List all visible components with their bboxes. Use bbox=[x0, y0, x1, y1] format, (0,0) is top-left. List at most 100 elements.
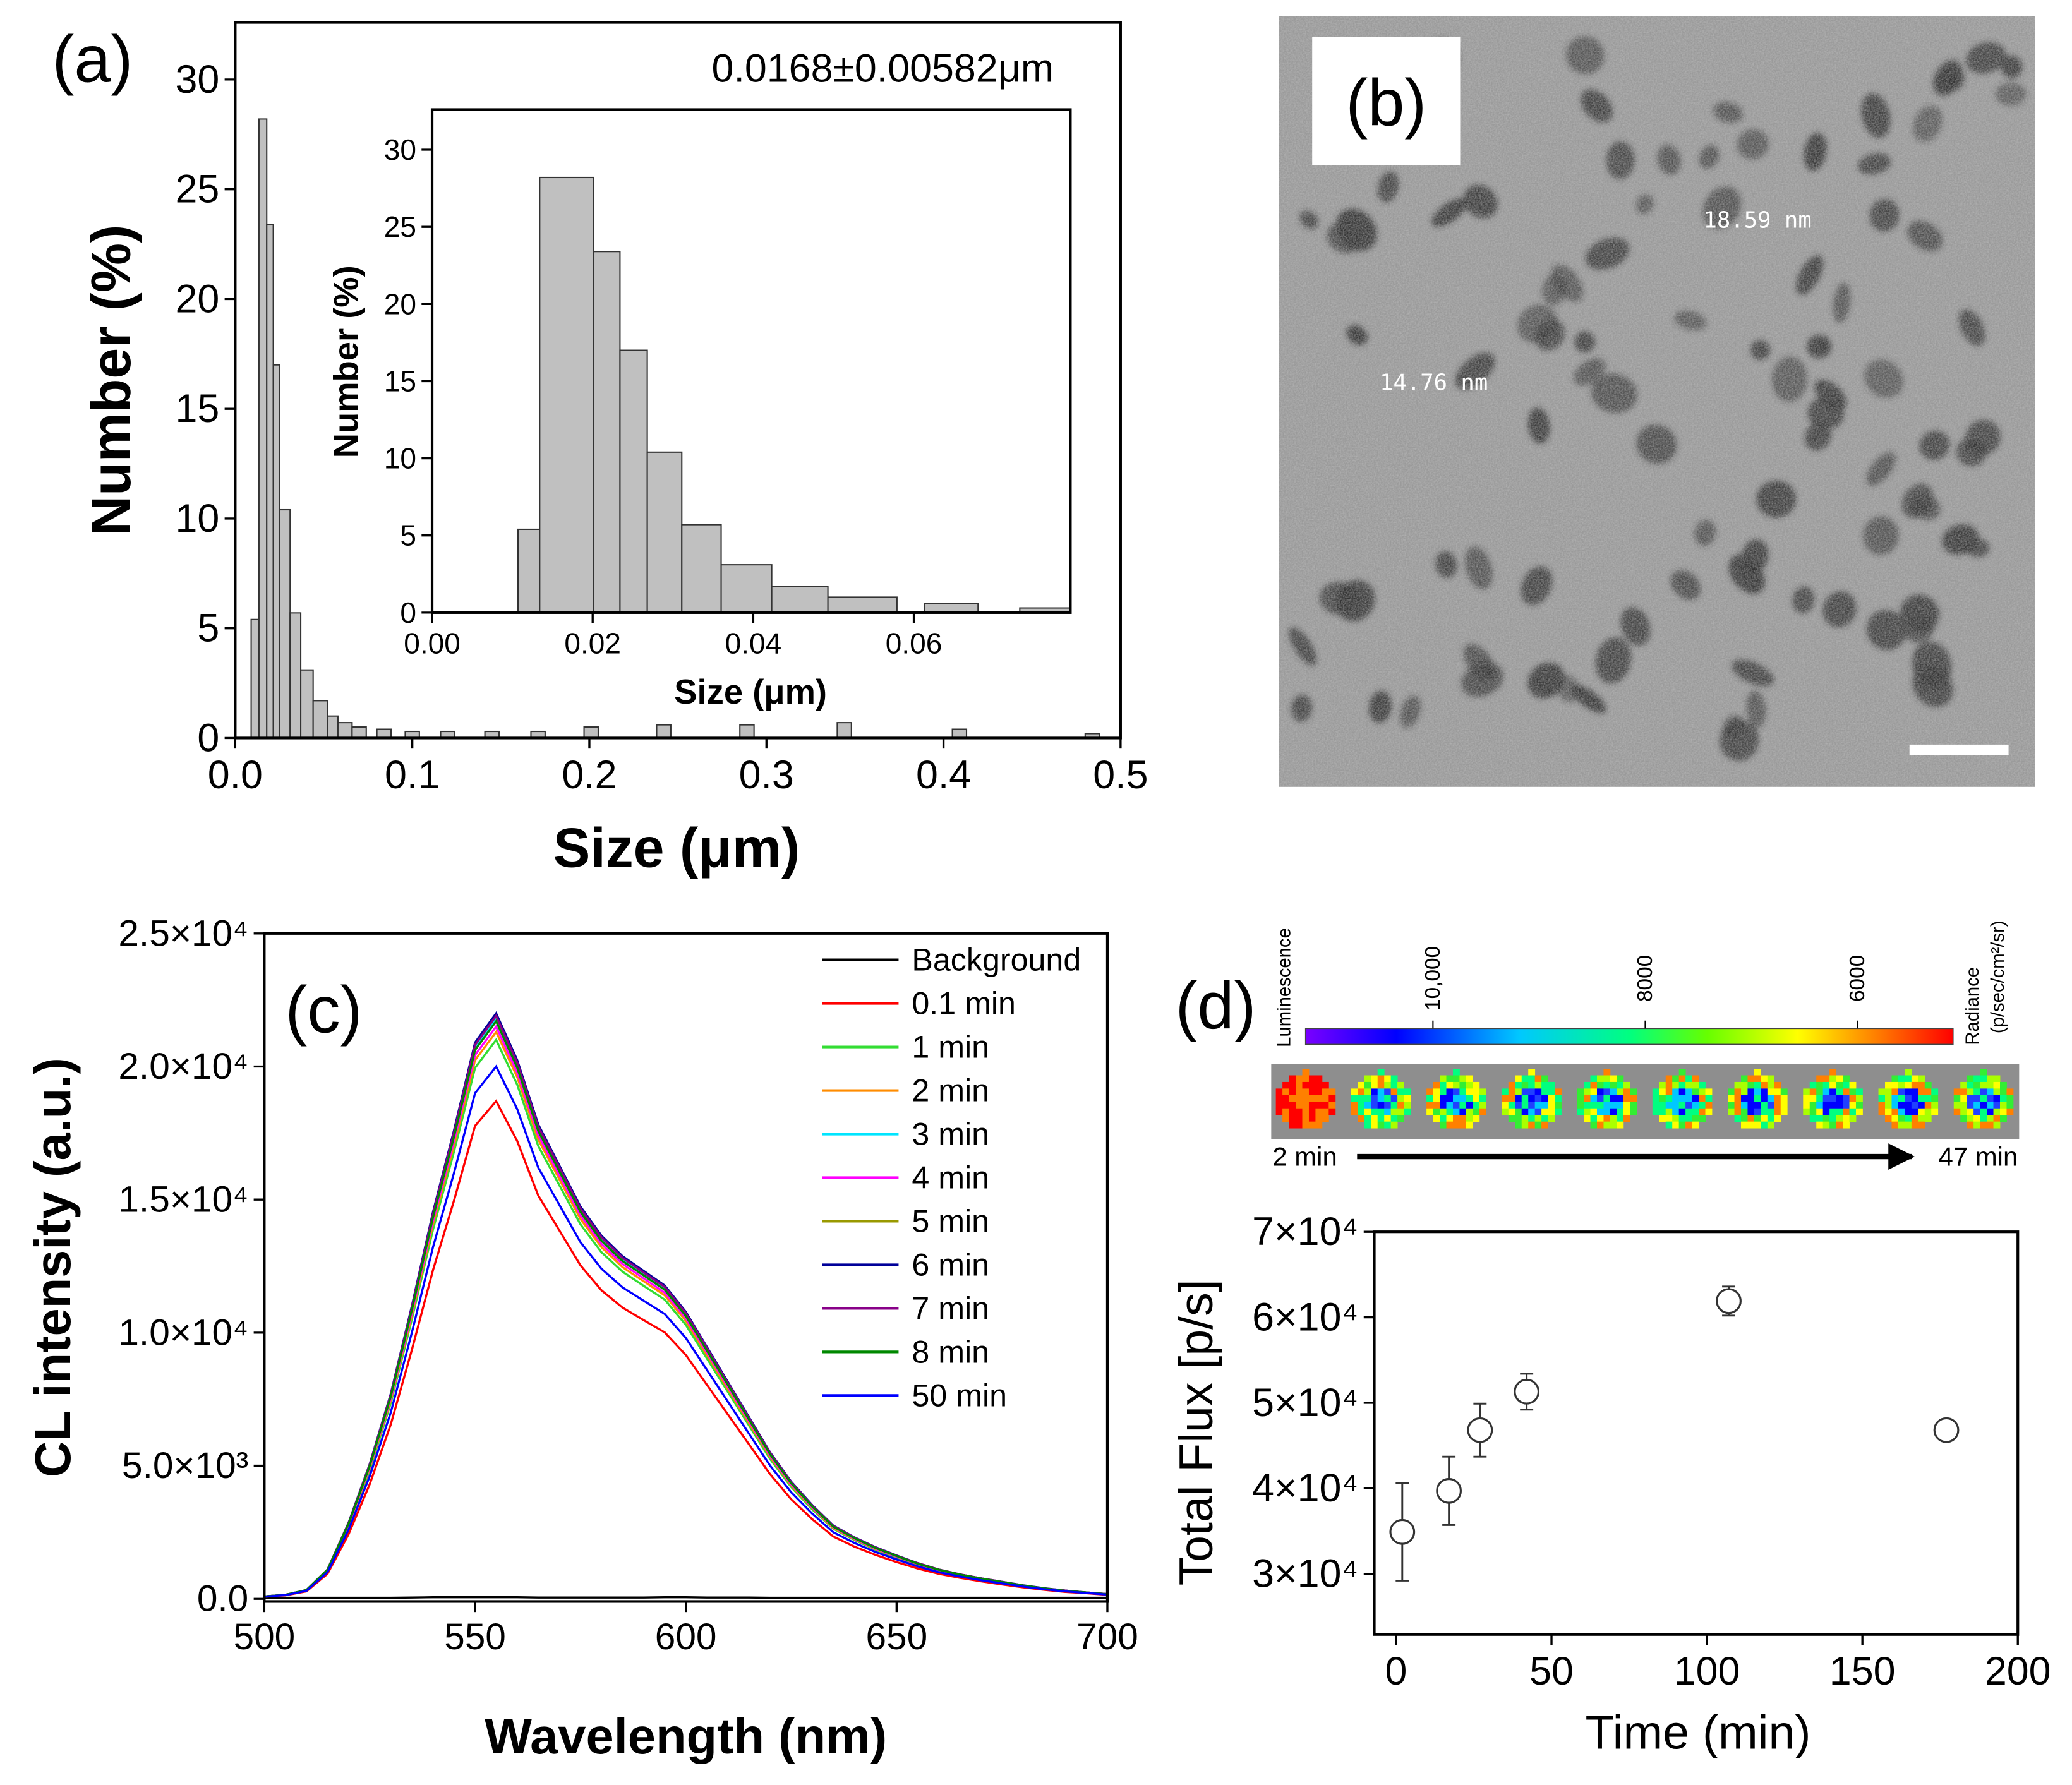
well-pixel bbox=[1555, 1108, 1562, 1115]
point bbox=[1716, 1288, 1742, 1314]
well-pixel bbox=[1705, 1108, 1713, 1115]
well-pixel bbox=[1816, 1088, 1824, 1096]
well-pixel bbox=[1891, 1121, 1899, 1129]
well-pixel bbox=[1610, 1108, 1617, 1115]
well-pixel bbox=[1515, 1108, 1522, 1115]
well-pixel bbox=[1466, 1081, 1473, 1089]
well-pixel bbox=[1967, 1121, 1974, 1129]
well-pixel bbox=[1358, 1115, 1365, 1122]
well-pixel bbox=[1603, 1115, 1611, 1122]
well-pixel bbox=[1596, 1075, 1604, 1083]
well-pixel bbox=[1678, 1088, 1686, 1096]
well-pixel bbox=[1296, 1115, 1303, 1122]
well-pixel bbox=[1931, 1088, 1939, 1096]
y-axis-label: Number (%) bbox=[327, 265, 366, 458]
well-pixel bbox=[1898, 1095, 1905, 1102]
bar bbox=[827, 596, 898, 613]
well-pixel bbox=[1502, 1108, 1509, 1115]
well-pixel bbox=[1829, 1102, 1837, 1109]
bar bbox=[266, 224, 274, 738]
well-pixel bbox=[1596, 1102, 1604, 1109]
well-pixel bbox=[1918, 1081, 1925, 1089]
well-pixel bbox=[1508, 1115, 1515, 1122]
well-pixel bbox=[1452, 1069, 1460, 1076]
well-pixel bbox=[1590, 1108, 1598, 1115]
x-axis-label: Time (min) bbox=[1586, 1705, 1811, 1758]
well-pixel bbox=[1534, 1095, 1542, 1102]
x-tick-label: 200 bbox=[1985, 1649, 2051, 1693]
well-pixel bbox=[1761, 1115, 1768, 1122]
well-pixel bbox=[1377, 1075, 1385, 1083]
well-pixel bbox=[1289, 1095, 1296, 1102]
well-pixel bbox=[1377, 1121, 1385, 1129]
well-pixel bbox=[1459, 1108, 1467, 1115]
well-pixel bbox=[1528, 1081, 1536, 1089]
well-pixel bbox=[1466, 1102, 1473, 1109]
well-pixel bbox=[1740, 1081, 1748, 1089]
well-pixel bbox=[1973, 1115, 1981, 1122]
well-pixel bbox=[1473, 1108, 1480, 1115]
well-pixel bbox=[1780, 1095, 1788, 1102]
well-pixel bbox=[1843, 1102, 1850, 1109]
y-tick-label: 5.0×10³ bbox=[122, 1445, 248, 1486]
well-pixel bbox=[1508, 1102, 1515, 1109]
well-pixel bbox=[1685, 1081, 1693, 1089]
well-pixel bbox=[1610, 1088, 1617, 1096]
well-pixel bbox=[1358, 1088, 1365, 1096]
well-pixel bbox=[1322, 1108, 1329, 1115]
legend-label: 7 min bbox=[912, 1290, 989, 1326]
well-pixel bbox=[1809, 1102, 1817, 1109]
well-pixel bbox=[1377, 1069, 1385, 1076]
annotation: 0.0168±0.00582μm bbox=[712, 47, 1054, 91]
well-pixel bbox=[1364, 1081, 1371, 1089]
well-pixel bbox=[1849, 1108, 1857, 1115]
well-pixel bbox=[1315, 1108, 1323, 1115]
y-tick-label: 7×10⁴ bbox=[1252, 1210, 1358, 1254]
measurement: 14.76 nm bbox=[1380, 370, 1488, 396]
well-pixel bbox=[1659, 1081, 1666, 1089]
well-pixel bbox=[1855, 1102, 1863, 1109]
well-pixel bbox=[1672, 1102, 1680, 1109]
well-pixel bbox=[1960, 1095, 1968, 1102]
well-pixel bbox=[1328, 1102, 1336, 1109]
well-pixel bbox=[1885, 1081, 1892, 1089]
well-pixel bbox=[1767, 1102, 1774, 1109]
well-pixel bbox=[1836, 1108, 1843, 1115]
well-pixel bbox=[1528, 1102, 1536, 1109]
well-pixel bbox=[1905, 1115, 1912, 1122]
well-pixel bbox=[1302, 1095, 1310, 1102]
well-pixel bbox=[1728, 1108, 1735, 1115]
well-pixel bbox=[1289, 1075, 1296, 1083]
well-pixel bbox=[1351, 1102, 1358, 1109]
well-pixel bbox=[1473, 1102, 1480, 1109]
well-pixel bbox=[1459, 1075, 1467, 1083]
scale-bar bbox=[1909, 744, 2009, 755]
well-pixel bbox=[1322, 1102, 1329, 1109]
well-pixel bbox=[1275, 1102, 1283, 1109]
well-pixel bbox=[1590, 1102, 1598, 1109]
well-pixel bbox=[1596, 1115, 1604, 1122]
well-pixel bbox=[1603, 1075, 1611, 1083]
well-pixel bbox=[1809, 1108, 1817, 1115]
y-tick-label: 0.0 bbox=[197, 1578, 248, 1620]
well-pixel bbox=[1452, 1108, 1460, 1115]
well-pixel bbox=[1377, 1081, 1385, 1089]
well-pixel bbox=[1891, 1075, 1899, 1083]
well-pixel bbox=[1685, 1121, 1693, 1129]
well-pixel bbox=[1924, 1095, 1932, 1102]
well-pixel bbox=[1521, 1075, 1529, 1083]
y-tick-label: 0 bbox=[197, 716, 219, 760]
bar bbox=[258, 118, 268, 738]
well-pixel bbox=[1905, 1108, 1912, 1115]
well-pixel bbox=[1617, 1095, 1624, 1102]
well-pixel bbox=[1754, 1102, 1761, 1109]
well-pixel bbox=[2006, 1095, 2014, 1102]
well-pixel bbox=[1377, 1108, 1385, 1115]
well-pixel bbox=[1322, 1081, 1329, 1089]
well-pixel bbox=[1918, 1115, 1925, 1122]
well-pixel bbox=[1822, 1115, 1830, 1122]
bar bbox=[272, 364, 280, 738]
well-pixel bbox=[1728, 1095, 1735, 1102]
colorbar bbox=[1304, 1028, 1954, 1045]
well-pixel bbox=[1404, 1108, 1411, 1115]
